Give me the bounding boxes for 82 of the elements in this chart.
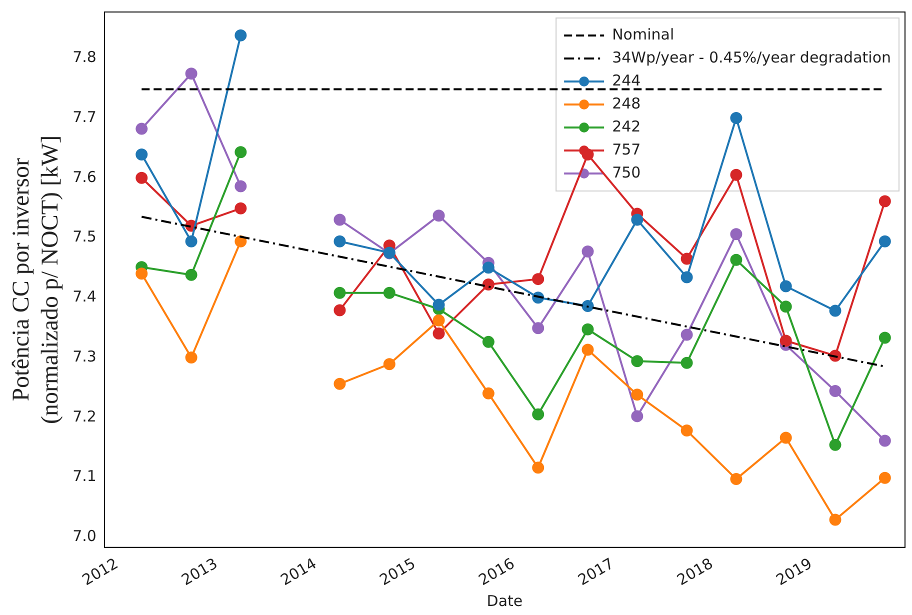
point xyxy=(136,122,148,135)
y-tick-label: 7.0 xyxy=(72,527,96,546)
point xyxy=(878,434,891,447)
point xyxy=(878,195,891,208)
legend-label: 244 xyxy=(612,71,641,90)
y-tick-label: 7.3 xyxy=(72,347,96,366)
y-tick-label: 7.8 xyxy=(72,48,96,66)
legend-label: 248 xyxy=(612,94,641,112)
point xyxy=(334,214,346,226)
point xyxy=(730,228,742,240)
point xyxy=(334,235,346,248)
y-tick-label: 7.2 xyxy=(72,407,96,426)
point xyxy=(780,280,792,292)
point xyxy=(334,286,346,299)
point xyxy=(631,410,644,422)
point xyxy=(334,304,346,316)
point xyxy=(582,323,594,336)
point xyxy=(334,378,346,390)
point xyxy=(878,472,891,484)
point xyxy=(185,268,198,281)
point xyxy=(185,352,198,364)
point xyxy=(234,29,247,42)
point xyxy=(631,214,644,226)
point xyxy=(730,473,742,486)
point xyxy=(680,252,693,265)
legend-label: 750 xyxy=(612,163,641,182)
point xyxy=(136,268,148,280)
point xyxy=(432,298,445,311)
y-tick-label: 7.6 xyxy=(72,168,96,186)
point xyxy=(680,271,693,284)
point xyxy=(482,387,494,400)
point xyxy=(136,148,148,161)
legend-label: Nominal xyxy=(612,25,674,44)
y-tick-label: 7.4 xyxy=(72,288,96,306)
y-tick-label: 7.7 xyxy=(72,108,96,126)
point xyxy=(432,210,445,222)
point xyxy=(730,112,742,124)
point xyxy=(532,273,544,286)
legend-label: 242 xyxy=(612,117,641,136)
legend-label: 34Wp/year - 0.45%/year degradation xyxy=(612,48,891,66)
point xyxy=(780,334,792,347)
point xyxy=(730,254,742,266)
point xyxy=(780,300,792,313)
point xyxy=(680,328,693,341)
point xyxy=(532,462,544,474)
y-tick-label: 7.5 xyxy=(72,228,96,246)
point xyxy=(730,168,742,181)
point xyxy=(631,388,644,401)
y-tick-label: 7.1 xyxy=(72,467,96,486)
legend-label: 757 xyxy=(612,140,641,158)
point xyxy=(829,304,842,317)
point xyxy=(532,322,544,334)
point xyxy=(829,438,842,451)
point xyxy=(234,146,247,158)
point xyxy=(432,328,445,340)
point xyxy=(829,385,842,398)
point xyxy=(680,356,693,369)
point xyxy=(532,408,544,420)
point xyxy=(780,432,792,444)
point xyxy=(582,246,594,258)
point xyxy=(234,202,247,214)
y-axis-title: Potência CC por inversor (normalizado p/ NOCT) [kW] xyxy=(8,135,64,424)
point xyxy=(383,358,396,370)
point xyxy=(582,148,594,161)
point xyxy=(878,332,891,344)
point xyxy=(482,336,494,348)
point xyxy=(185,68,198,80)
point xyxy=(482,262,494,274)
point xyxy=(136,172,148,184)
point xyxy=(432,314,445,326)
point xyxy=(582,344,594,356)
point xyxy=(631,355,644,368)
point xyxy=(878,235,891,248)
point xyxy=(234,180,247,192)
point xyxy=(234,235,247,248)
x-axis-title: Date xyxy=(486,592,523,610)
point xyxy=(482,278,494,290)
point xyxy=(383,286,396,299)
point xyxy=(582,300,594,312)
point xyxy=(185,235,198,248)
point xyxy=(829,514,842,526)
point xyxy=(680,424,693,437)
